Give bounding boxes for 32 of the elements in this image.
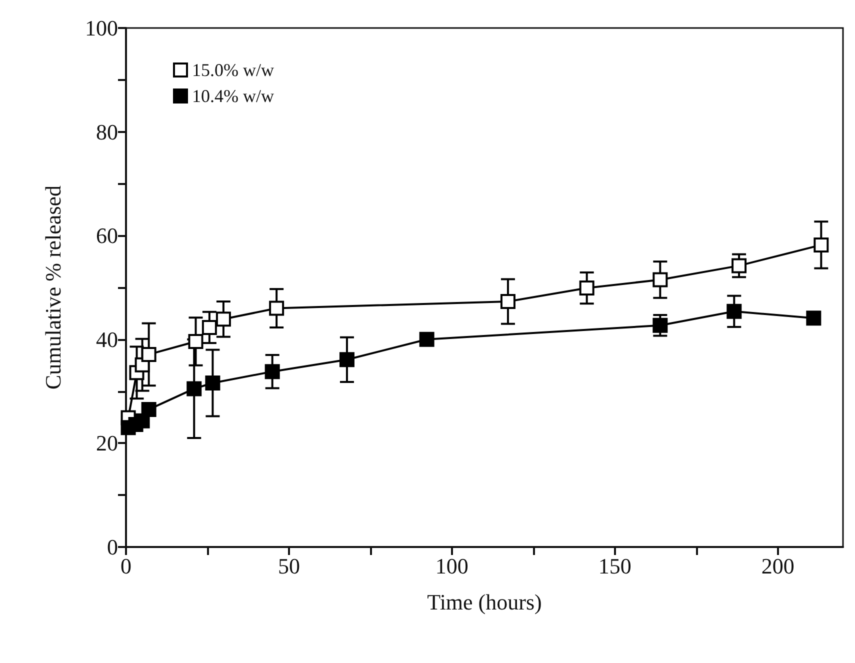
point — [500, 294, 516, 310]
x-tick-label: 50 — [278, 554, 300, 578]
point — [269, 300, 284, 316]
x-tick-label: 200 — [761, 554, 794, 578]
x-axis-title: Time (hours) — [427, 590, 542, 614]
y-axis-title: Cumulative % released — [40, 185, 66, 390]
point — [186, 381, 202, 396]
point — [652, 272, 668, 288]
point — [732, 258, 747, 274]
legend-label: 10.4% w/w — [192, 86, 274, 106]
point — [339, 352, 354, 368]
y-tick-label: 20 — [96, 430, 118, 456]
point — [579, 280, 594, 296]
y-tick-label: 0 — [107, 534, 118, 560]
point — [264, 364, 280, 380]
y-tick-label: 100 — [85, 16, 118, 40]
x-tick-label: 150 — [598, 554, 632, 578]
point — [141, 346, 156, 362]
legend-label: 15.0% w/w — [192, 60, 274, 80]
x-tick-label: 100 — [435, 554, 468, 578]
point — [141, 402, 156, 417]
point — [806, 310, 822, 326]
point — [726, 304, 742, 319]
point — [202, 320, 217, 335]
point — [652, 318, 668, 333]
point — [216, 312, 231, 327]
y-tick-label: 60 — [96, 223, 118, 248]
point — [205, 375, 220, 390]
point — [419, 332, 434, 347]
y-tick-label: 40 — [96, 326, 118, 352]
point — [814, 237, 829, 252]
y-tick-label: 80 — [96, 119, 118, 144]
